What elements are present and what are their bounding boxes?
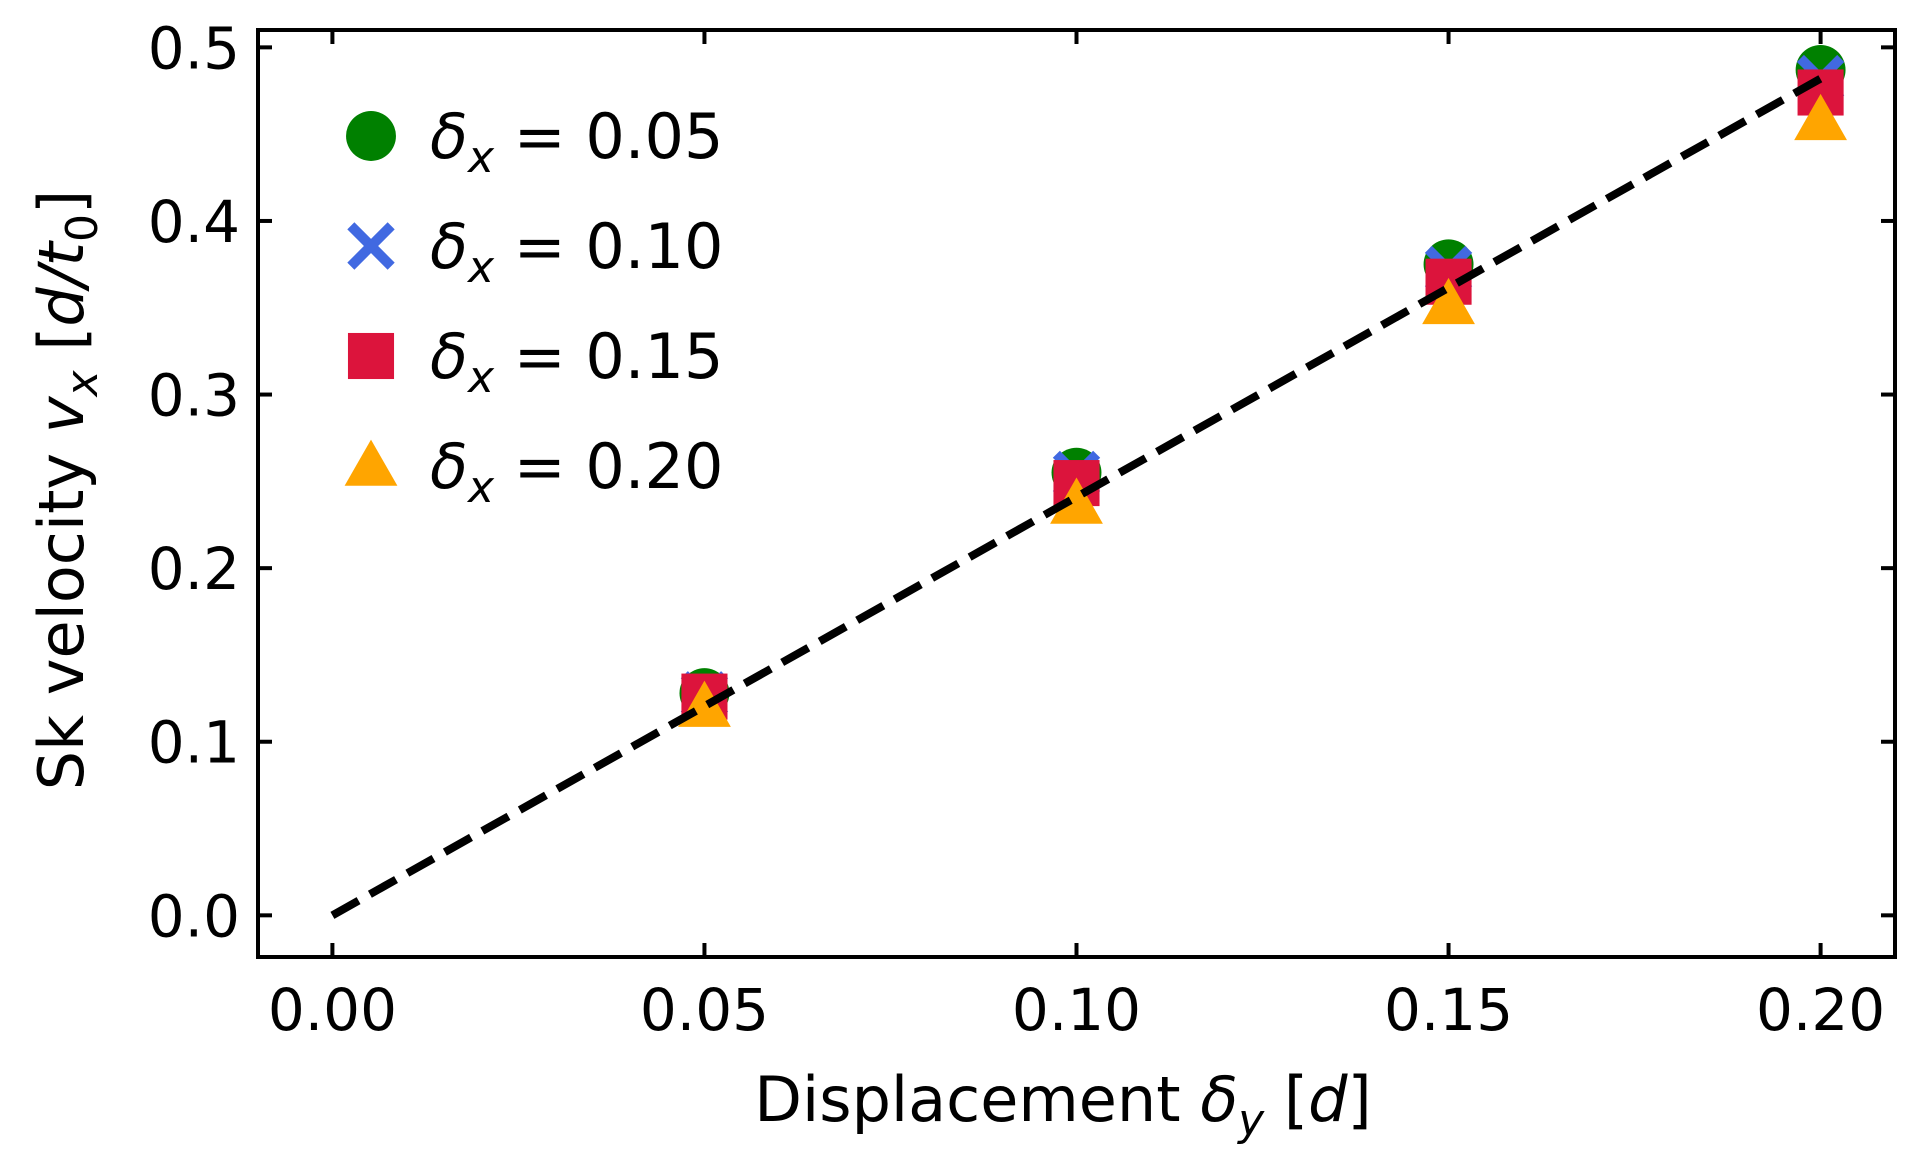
x-tick-label: 0.00 <box>268 976 397 1044</box>
legend-label-symbol: δ <box>430 430 468 503</box>
legend-label-subscript: x <box>466 242 495 293</box>
y-axis-label: Sk velocity vx [d/t0] <box>25 190 108 790</box>
legend-marker-square <box>347 332 395 380</box>
legend-label: δx = 0.05 <box>430 100 723 183</box>
legend-item: δx = 0.20 <box>344 430 723 513</box>
legend-label-subscript: x <box>466 132 495 183</box>
y-tick-label: 0.1 <box>148 709 240 777</box>
x-axis-label: Displacement δy [d] <box>754 1063 1371 1146</box>
legend-marker-circle <box>346 111 396 161</box>
series-1 <box>679 44 1846 719</box>
data-point-triangle <box>1422 277 1475 325</box>
y-tick-label: 0.5 <box>148 14 240 82</box>
series-4 <box>678 93 1847 727</box>
legend-label-value: = 0.20 <box>494 430 723 503</box>
legend-label-subscript: x <box>466 352 495 403</box>
legend-marker-triangle <box>344 439 398 486</box>
x-axis-ticks: 0.00 0.05 0.10 0.15 0.20 <box>268 30 1885 1044</box>
x-tick-label: 0.15 <box>1384 976 1513 1044</box>
y-tick-label: 0.3 <box>148 362 240 430</box>
legend-item: δx = 0.10 <box>347 210 723 293</box>
legend-label-symbol: δ <box>430 210 468 283</box>
data-point-triangle <box>1050 477 1103 524</box>
y-tick-label: 0.2 <box>148 535 240 603</box>
legend-marker-x-stroke <box>347 222 395 270</box>
legend-label-value: = 0.10 <box>494 210 723 283</box>
legend-label-symbol: δ <box>430 100 468 173</box>
legend-item: δx = 0.15 <box>347 320 723 403</box>
fit-line-layer <box>330 75 1823 919</box>
y-axis-ticks: 0.0 0.1 0.2 0.3 0.4 0.5 <box>148 14 1895 950</box>
x-tick-label: 0.10 <box>1012 976 1141 1044</box>
data-marks <box>678 44 1847 727</box>
fit-line <box>330 75 1823 919</box>
data-point-triangle <box>1794 93 1847 141</box>
legend-marker-x <box>347 222 395 270</box>
y-tick-label: 0.4 <box>148 188 240 256</box>
legend-label-value: = 0.05 <box>494 100 723 173</box>
legend-label: δx = 0.20 <box>430 430 723 513</box>
legend-label: δx = 0.10 <box>430 210 723 293</box>
legend-label: δx = 0.15 <box>430 320 723 403</box>
legend-item: δx = 0.05 <box>346 100 723 183</box>
legend-label-value: = 0.15 <box>494 320 723 393</box>
legend-label-subscript: x <box>466 462 495 513</box>
legend-label-symbol: δ <box>430 320 468 393</box>
x-tick-label: 0.20 <box>1756 976 1885 1044</box>
x-tick-label: 0.05 <box>640 976 769 1044</box>
y-tick-label: 0.0 <box>148 882 240 950</box>
